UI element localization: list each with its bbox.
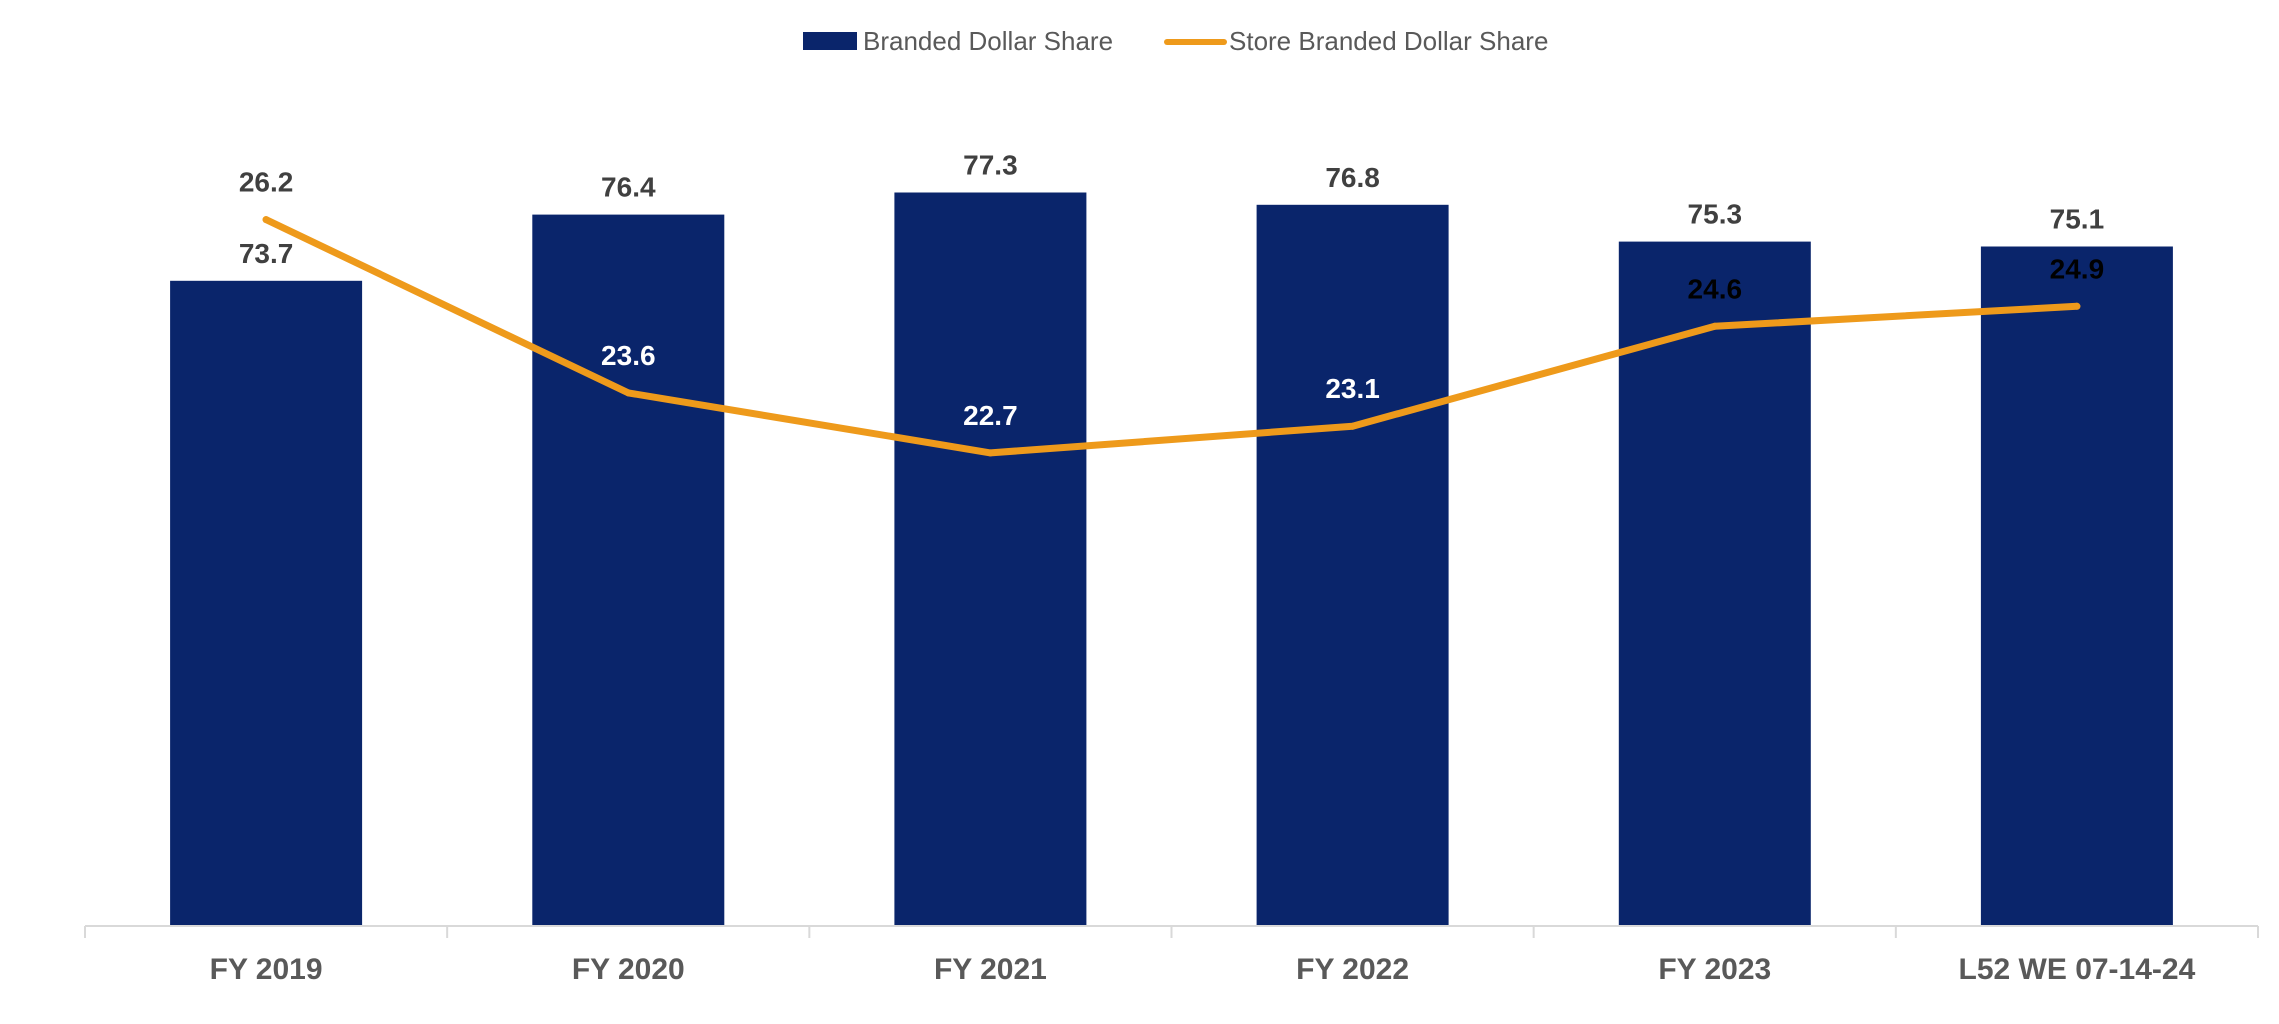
line-data-label: 23.6 (601, 340, 656, 371)
bar-data-label: 73.7 (239, 238, 294, 269)
bar (894, 192, 1087, 926)
store-branded-line (262, 216, 2081, 457)
bar-data-label: 76.8 (1325, 162, 1380, 193)
bar (1256, 204, 1449, 927)
line-data-label: 23.1 (1325, 373, 1380, 404)
legend-label-branded: Branded Dollar Share (863, 26, 1113, 56)
line-point (986, 449, 994, 457)
bar-data-label: 75.1 (2050, 204, 2105, 235)
bar (170, 280, 363, 926)
x-tick-label: FY 2020 (572, 953, 685, 986)
bar-data-label: 76.4 (601, 172, 656, 203)
line-data-label: 26.2 (239, 167, 294, 198)
line-data-label: 24.9 (2050, 253, 2105, 284)
bar-data-label: 75.3 (1688, 199, 1743, 230)
line-point (2073, 302, 2081, 310)
x-axis (84, 925, 2259, 938)
line-data-label: 22.7 (963, 400, 1018, 431)
legend-item-store-branded: Store Branded Dollar Share (1164, 26, 1548, 56)
x-tick-label: FY 2019 (210, 953, 323, 986)
legend-item-branded: Branded Dollar Share (803, 26, 1113, 56)
line-point (1349, 422, 1357, 430)
bar-data-labels: 73.7 76.4 77.3 76.8 75.3 75.1 (239, 150, 2104, 269)
line-data-label: 24.6 (1688, 273, 1743, 304)
line-point (262, 216, 270, 224)
x-tick-label: L52 WE 07-14-24 (1959, 953, 2196, 986)
line-series (262, 216, 2081, 457)
x-tick-label: FY 2021 (934, 953, 1047, 986)
legend: Branded Dollar Share Store Branded Dolla… (803, 26, 1548, 56)
legend-label-store-branded: Store Branded Dollar Share (1229, 26, 1548, 56)
bar (1618, 241, 1811, 927)
x-tick-label: FY 2022 (1296, 953, 1409, 986)
bar-data-label: 77.3 (963, 150, 1018, 181)
legend-swatch-branded (803, 32, 857, 50)
x-tick-label: FY 2023 (1658, 953, 1771, 986)
bar-series (170, 192, 2173, 927)
bar (532, 214, 725, 927)
line-point (624, 389, 632, 397)
x-tick-labels: FY 2019 FY 2020 FY 2021 FY 2022 FY 2023 L52 W… (210, 953, 2196, 986)
line-data-labels: 26.2 23.6 22.7 23.1 24.6 24.9 (239, 167, 2104, 431)
bar (1980, 246, 2173, 926)
line-point (1711, 322, 1719, 330)
